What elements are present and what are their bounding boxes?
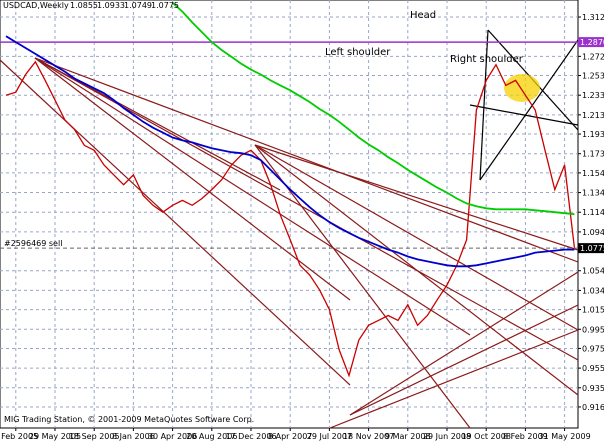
footer: MIG Trading Station, © 2001-2009 MetaQuo… bbox=[4, 415, 254, 424]
trendline bbox=[254, 144, 579, 331]
trendline bbox=[254, 144, 579, 396]
x-tick-label: 19 Oct 2008 bbox=[461, 432, 510, 441]
series-layer bbox=[0, 2, 578, 378]
header-price: 1.0775 bbox=[151, 1, 179, 10]
header-price: 1.0749 bbox=[124, 1, 152, 10]
chart-title: USDCAD,Weekly bbox=[3, 1, 69, 10]
x-tick-label: 20 Aug 2006 bbox=[186, 432, 237, 441]
annotation: Head bbox=[410, 10, 436, 21]
pattern-line bbox=[479, 39, 579, 181]
header-price: 1.0855 bbox=[70, 1, 98, 10]
highlight bbox=[504, 74, 540, 102]
series-line bbox=[5, 35, 575, 268]
series-line bbox=[171, 2, 575, 216]
grid bbox=[0, 0, 578, 428]
x-tick-label: 29 May 2005 bbox=[29, 432, 81, 441]
y-tick-label: 1.1540 bbox=[582, 169, 604, 178]
x-tick-label: 8 Apr 2007 bbox=[268, 432, 312, 441]
y-tick-label: 0.9555 bbox=[582, 364, 604, 373]
x-tick-label: 29 Jul 2007 bbox=[307, 432, 352, 441]
y-tick-label: 0.9160 bbox=[582, 403, 604, 412]
y-tick-label: 1.2330 bbox=[582, 91, 604, 100]
x-tick-label: 9 Mar 2008 bbox=[385, 432, 431, 441]
annotation: Left shoulder bbox=[325, 47, 391, 58]
trendline bbox=[349, 271, 579, 416]
y-tick-label: 1.3125 bbox=[582, 13, 604, 22]
y-tick-label: 1.2530 bbox=[582, 72, 604, 81]
y-tick-label: 1.0345 bbox=[582, 286, 604, 295]
x-tick-label: 29 Jun 2008 bbox=[423, 432, 471, 441]
price-label: 1.0775 bbox=[580, 244, 604, 253]
x-tick-label: 31 May 2009 bbox=[539, 432, 591, 441]
y-tick-label: 1.2725 bbox=[582, 52, 604, 61]
y-tick-label: 1.1140 bbox=[582, 208, 604, 217]
y-tick-label: 0.9355 bbox=[582, 384, 604, 393]
series-line bbox=[5, 60, 576, 378]
annotation: Right shoulder bbox=[450, 54, 524, 65]
x-tick-label: 8 Feb 2009 bbox=[503, 432, 548, 441]
y-tick-label: 1.2130 bbox=[582, 111, 604, 120]
trendline bbox=[254, 144, 471, 429]
trendline bbox=[34, 57, 471, 336]
pattern-line bbox=[469, 104, 579, 126]
y-tick-label: 1.1935 bbox=[582, 130, 604, 139]
price-box bbox=[578, 243, 604, 254]
y-tick-label: 1.1735 bbox=[582, 150, 604, 159]
x-tick-label: 6 Feb 2005 bbox=[0, 432, 38, 441]
trendline bbox=[349, 304, 579, 416]
trendline bbox=[0, 59, 351, 386]
plot-frame bbox=[0, 0, 579, 429]
x-tick-label: 18 Sep 2005 bbox=[69, 432, 120, 441]
y-tick-label: 1.0545 bbox=[582, 267, 604, 276]
x-tick-label: 17 Dec 2006 bbox=[225, 432, 276, 441]
x-tick-label: 18 Nov 2007 bbox=[343, 432, 394, 441]
order-label: #2596469 sell bbox=[4, 239, 62, 248]
level-label: 1.2870 bbox=[580, 38, 604, 47]
x-tick-label: 30 Apr 2006 bbox=[148, 432, 197, 441]
level-box bbox=[578, 37, 604, 48]
trendline bbox=[254, 144, 579, 251]
x-tick-label: 8 Jan 2006 bbox=[112, 432, 155, 441]
y-tick-label: 1.1340 bbox=[582, 189, 604, 198]
pattern-line bbox=[479, 29, 489, 181]
y-tick-label: 0.9755 bbox=[582, 344, 604, 353]
y-tick-label: 1.0940 bbox=[582, 228, 604, 237]
header-price: 1.0933 bbox=[97, 1, 125, 10]
trendline bbox=[329, 329, 579, 429]
trendline bbox=[34, 57, 579, 263]
